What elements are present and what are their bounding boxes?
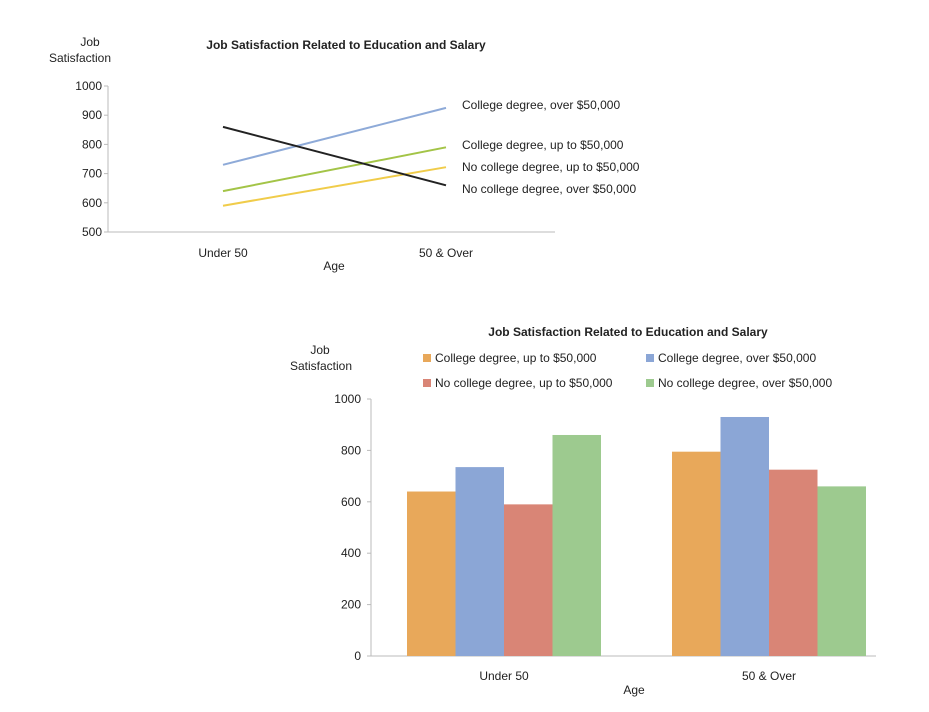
series-label: No college degree, over $50,000 — [462, 182, 636, 196]
bar — [407, 491, 456, 656]
bar — [769, 469, 818, 656]
bar — [720, 416, 769, 656]
legend-label: College degree, over $50,000 — [658, 351, 816, 365]
x-axis-label: Age — [623, 683, 645, 697]
y-tick-label: 1000 — [334, 392, 361, 406]
y-tick-label: 700 — [82, 167, 102, 181]
legend-label: No college degree, over $50,000 — [658, 376, 832, 390]
series-line — [222, 146, 447, 193]
y-axis-label: Satisfaction — [290, 359, 352, 373]
x-tick-label: 50 & Over — [742, 669, 796, 683]
bar — [455, 467, 504, 656]
y-tick-label: 1000 — [75, 79, 102, 93]
series-line — [222, 106, 447, 166]
y-axis-label: Job — [310, 343, 330, 357]
legend-label: No college degree, up to $50,000 — [435, 376, 613, 390]
y-tick-label: 600 — [341, 495, 361, 509]
x-tick-label: 50 & Over — [419, 246, 473, 260]
x-axis-label: Age — [323, 259, 345, 273]
series-line — [222, 125, 447, 187]
y-tick-label: 400 — [341, 546, 361, 560]
y-tick-label: 500 — [82, 225, 102, 239]
y-axis-label: Job — [80, 35, 100, 49]
bar — [552, 434, 601, 656]
y-tick-label: 0 — [354, 649, 361, 663]
chart-title: Job Satisfaction Related to Education an… — [488, 325, 768, 339]
legend-swatch — [423, 354, 431, 362]
series-line — [222, 166, 447, 207]
x-tick-label: Under 50 — [198, 246, 248, 260]
bar — [817, 486, 866, 656]
y-tick-label: 600 — [82, 196, 102, 210]
series-label: No college degree, up to $50,000 — [462, 160, 640, 174]
bar — [504, 504, 553, 656]
y-axis-label: Satisfaction — [49, 51, 111, 65]
legend-swatch — [423, 379, 431, 387]
legend-swatch — [646, 354, 654, 362]
y-tick-label: 200 — [341, 598, 361, 612]
chart-title: Job Satisfaction Related to Education an… — [206, 38, 486, 52]
legend-swatch — [646, 379, 654, 387]
legend-label: College degree, up to $50,000 — [435, 351, 597, 365]
y-tick-label: 900 — [82, 108, 102, 122]
y-tick-label: 800 — [82, 137, 102, 151]
x-tick-label: Under 50 — [479, 669, 529, 683]
series-label: College degree, up to $50,000 — [462, 138, 624, 152]
series-label: College degree, over $50,000 — [462, 98, 620, 112]
y-tick-label: 800 — [341, 443, 361, 457]
bar — [672, 451, 721, 656]
